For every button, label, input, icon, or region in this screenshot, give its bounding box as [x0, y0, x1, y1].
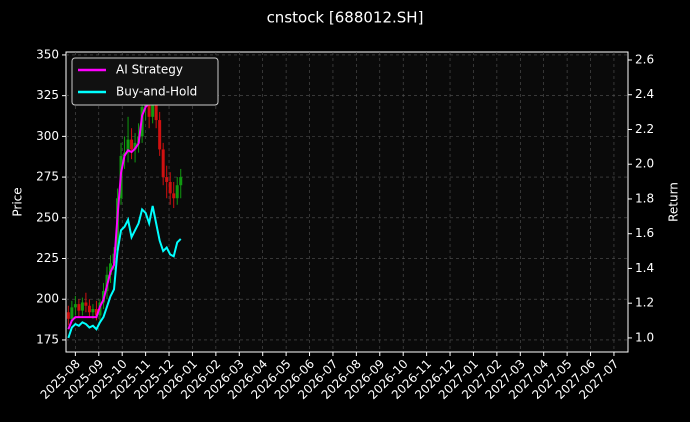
y-tick-label: 275	[36, 170, 59, 184]
candle-body	[126, 139, 130, 153]
candle-body	[161, 149, 165, 178]
legend-label: Buy-and-Hold	[116, 85, 197, 99]
y2-tick-label: 2.0	[635, 157, 654, 171]
y2-tick-label: 1.4	[635, 261, 654, 275]
candle-body	[108, 263, 112, 275]
y-tick-label: 250	[36, 210, 59, 224]
candle-body	[147, 100, 151, 117]
y-tick-label: 325	[36, 88, 59, 102]
candle-body	[66, 312, 70, 319]
candle-body	[70, 307, 74, 319]
y-tick-label: 225	[36, 251, 59, 265]
candle-body	[130, 139, 134, 150]
candle-body	[77, 304, 81, 311]
series-line	[67, 205, 182, 339]
y2-tick-label: 2.6	[635, 52, 654, 66]
candle-body	[80, 302, 84, 311]
candle-body	[165, 177, 169, 182]
y2-tick-label: 2.2	[635, 122, 654, 136]
y2-tick-label: 1.0	[635, 330, 654, 344]
candle-body	[172, 193, 176, 199]
y2-tick-label: 1.8	[635, 191, 654, 205]
legend-box	[71, 57, 219, 106]
candle-body	[133, 142, 137, 150]
candle-body	[91, 309, 95, 313]
candle-body	[87, 305, 91, 313]
chart-title: cnstock [688012.SH]	[267, 9, 424, 27]
y2-tick-label: 1.2	[635, 296, 654, 310]
candle-body	[175, 185, 179, 199]
y2-axis-label: Return	[667, 182, 681, 222]
candle-body	[73, 304, 77, 308]
y2-tick-label: 2.4	[635, 87, 654, 101]
y-tick-label: 300	[36, 129, 59, 143]
candle-body	[179, 177, 183, 186]
legend-label: AI Strategy	[116, 63, 183, 77]
y2-tick-label: 1.6	[635, 226, 654, 240]
y-tick-label: 350	[36, 47, 59, 61]
candle-body	[94, 309, 98, 316]
y-tick-label: 175	[36, 332, 59, 346]
candle-body	[168, 181, 172, 194]
candle-body	[158, 120, 162, 150]
y-axis-label: Price	[11, 187, 25, 216]
y-tick-label: 200	[36, 292, 59, 306]
candle-body	[84, 302, 88, 306]
